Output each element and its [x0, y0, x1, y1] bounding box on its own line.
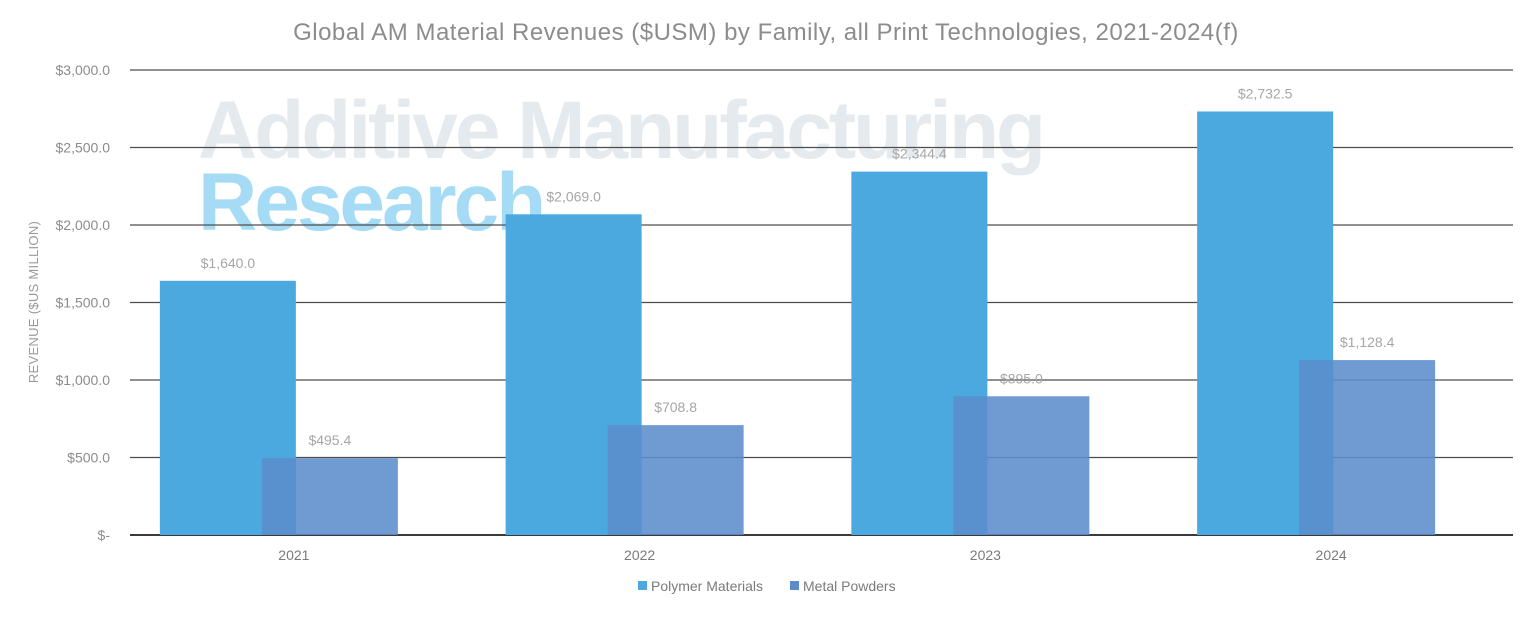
watermark: Additive Manufacturing Research: [198, 85, 1046, 248]
y-axis-ticks: $- $500.0 $1,000.0 $1,500.0 $2,000.0 $2,500.0…: [56, 62, 111, 543]
data-label: $895.0: [1000, 370, 1043, 386]
data-label: $495.4: [308, 432, 351, 448]
bar-metal-powders: [261, 458, 398, 535]
watermark-line2: Research: [198, 157, 543, 248]
chart-title: Global AM Material Revenues ($USM) by Fa…: [293, 19, 1239, 46]
x-tick-label: 2024: [1316, 547, 1347, 563]
y-tick-label: $500.0: [67, 450, 110, 466]
data-label: $708.8: [654, 399, 697, 415]
x-tick-label: 2022: [624, 547, 655, 563]
watermark-line1: Additive Manufacturing: [198, 85, 1043, 176]
x-axis-ticks: 2021 2022 2023 2024: [278, 547, 1347, 563]
data-label: $2,069.0: [546, 188, 601, 204]
data-label: $2,732.5: [1238, 85, 1293, 101]
y-axis-label: REVENUE ($US MILLION): [26, 221, 41, 383]
x-tick-label: 2023: [970, 547, 1001, 563]
data-label: $2,344.4: [892, 146, 947, 162]
bar-metal-powders: [953, 396, 1090, 535]
legend-swatch: [638, 581, 647, 590]
legend-label: Polymer Materials: [651, 578, 763, 594]
bar-metal-powders: [607, 425, 744, 535]
y-tick-label: $2,000.0: [56, 217, 111, 233]
y-tick-label: $2,500.0: [56, 140, 111, 156]
data-labels: $1,640.0 $495.4 $2,069.0 $708.8 $2,344.4 $895…: [201, 85, 1395, 448]
data-label: $1,640.0: [201, 255, 256, 271]
bars: [159, 111, 1436, 536]
y-tick-label: $1,500.0: [56, 295, 111, 311]
y-tick-label: $1,000.0: [56, 372, 111, 388]
legend-label: Metal Powders: [803, 578, 896, 594]
data-label: $1,128.4: [1340, 334, 1395, 350]
y-tick-label: $-: [98, 527, 111, 543]
bar-metal-powders: [1299, 360, 1436, 535]
y-tick-label: $3,000.0: [56, 62, 111, 78]
legend: Polymer Materials Metal Powders: [638, 578, 896, 594]
legend-swatch: [790, 581, 799, 590]
x-tick-label: 2021: [278, 547, 309, 563]
